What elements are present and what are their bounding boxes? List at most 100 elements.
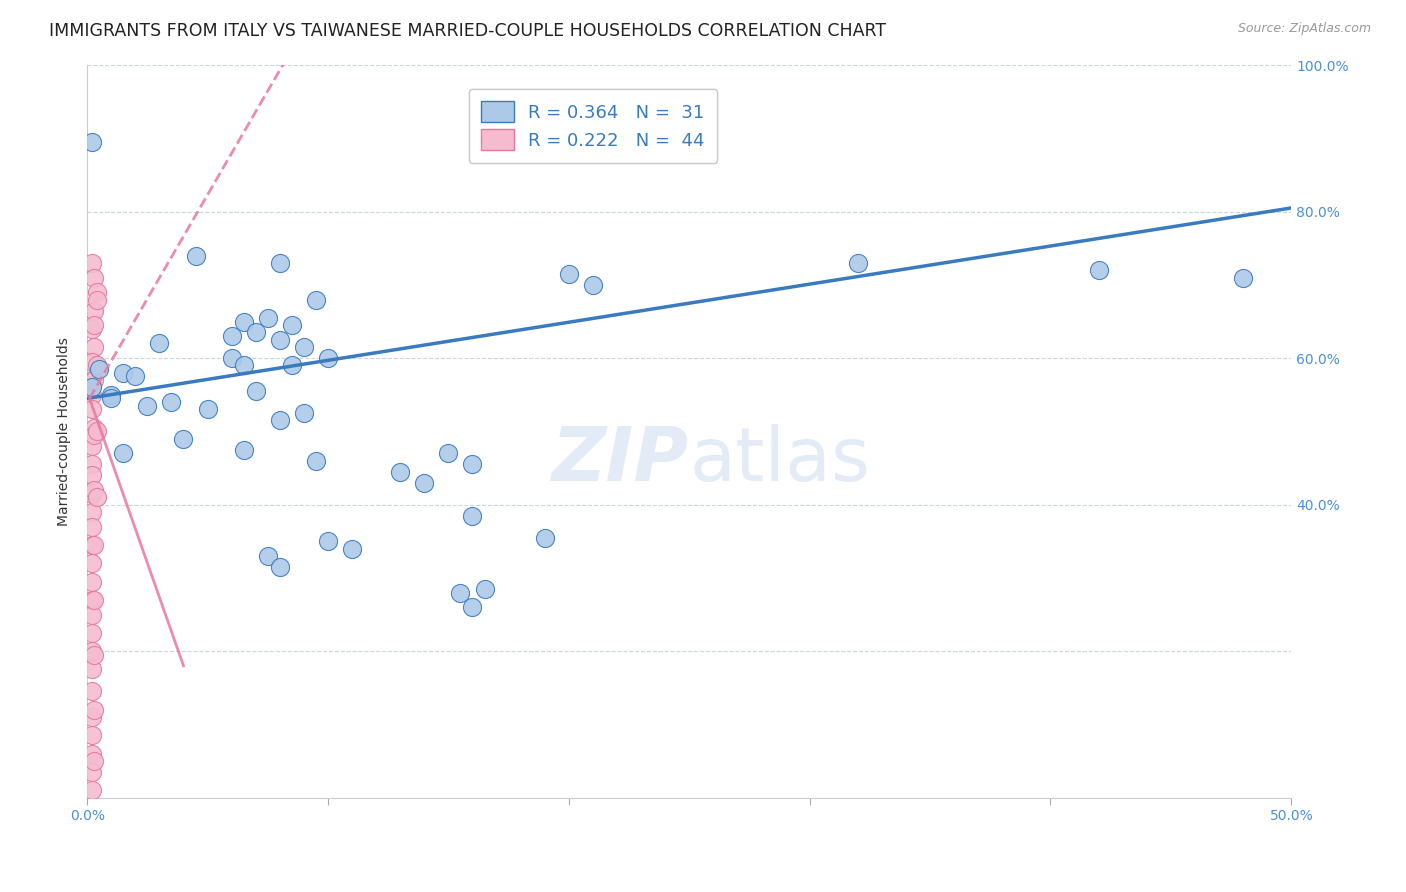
Point xyxy=(80,468,103,483)
Point xyxy=(245,384,267,398)
Point xyxy=(184,249,207,263)
Point xyxy=(124,369,146,384)
Point xyxy=(281,318,304,333)
Point xyxy=(80,388,103,402)
Point xyxy=(197,402,219,417)
Point xyxy=(80,625,103,640)
Point xyxy=(256,549,278,563)
Point xyxy=(305,453,328,467)
Point xyxy=(89,362,111,376)
Point xyxy=(269,560,291,574)
Point xyxy=(80,380,103,394)
Point xyxy=(80,373,103,387)
Point xyxy=(86,293,108,307)
Point xyxy=(83,538,105,552)
Point xyxy=(80,593,103,607)
Point xyxy=(292,340,315,354)
Point xyxy=(80,710,103,724)
Point xyxy=(1087,263,1109,277)
Legend: R = 0.364   N =  31, R = 0.222   N =  44: R = 0.364 N = 31, R = 0.222 N = 44 xyxy=(468,89,717,163)
Point xyxy=(83,373,105,387)
Point xyxy=(80,538,103,552)
Point xyxy=(305,293,328,307)
Point xyxy=(80,322,103,336)
Point xyxy=(86,491,108,505)
Point xyxy=(1232,270,1254,285)
Point xyxy=(80,765,103,780)
Point xyxy=(80,439,103,453)
Point xyxy=(100,388,122,402)
Point xyxy=(269,333,291,347)
Point xyxy=(112,446,135,460)
Point xyxy=(269,413,291,427)
Point xyxy=(232,442,254,457)
Point xyxy=(173,432,195,446)
Point xyxy=(269,256,291,270)
Text: Source: ZipAtlas.com: Source: ZipAtlas.com xyxy=(1237,22,1371,36)
Point xyxy=(340,541,363,556)
Point xyxy=(437,446,460,460)
Point xyxy=(281,359,304,373)
Point xyxy=(80,505,103,519)
Point xyxy=(558,267,581,281)
Point xyxy=(136,399,159,413)
Point xyxy=(846,256,869,270)
Point xyxy=(80,486,103,500)
Point xyxy=(100,392,122,406)
Point xyxy=(316,351,339,365)
Point xyxy=(83,754,105,768)
Point xyxy=(232,359,254,373)
Point xyxy=(80,783,103,797)
Point xyxy=(148,336,170,351)
Point xyxy=(474,582,496,596)
Point xyxy=(80,663,103,677)
Point xyxy=(80,135,103,149)
Point xyxy=(80,256,103,270)
Point xyxy=(461,458,484,472)
Point xyxy=(83,703,105,717)
Point xyxy=(83,483,105,497)
Point xyxy=(232,314,254,328)
Point xyxy=(83,593,105,607)
Point xyxy=(461,600,484,615)
Point xyxy=(533,531,555,545)
Point xyxy=(80,402,103,417)
Point xyxy=(80,574,103,589)
Point xyxy=(316,534,339,549)
Point xyxy=(86,425,108,439)
Point xyxy=(80,607,103,622)
Point xyxy=(80,458,103,472)
Point xyxy=(80,644,103,658)
Point xyxy=(83,648,105,662)
Point xyxy=(83,421,105,435)
Point xyxy=(292,406,315,420)
Point xyxy=(160,395,183,409)
Point xyxy=(80,519,103,533)
Point xyxy=(112,366,135,380)
Text: ZIP: ZIP xyxy=(553,425,689,497)
Y-axis label: Married-couple Households: Married-couple Households xyxy=(58,337,72,525)
Point xyxy=(221,351,243,365)
Point xyxy=(80,556,103,570)
Point xyxy=(80,728,103,742)
Point xyxy=(256,310,278,325)
Point xyxy=(449,585,471,599)
Point xyxy=(83,340,105,354)
Point xyxy=(80,684,103,698)
Point xyxy=(582,277,605,292)
Point xyxy=(389,465,412,479)
Point xyxy=(86,359,108,373)
Point xyxy=(86,285,108,300)
Point xyxy=(83,428,105,442)
Point xyxy=(221,329,243,343)
Point xyxy=(245,326,267,340)
Point xyxy=(413,475,436,490)
Point xyxy=(83,303,105,318)
Point xyxy=(83,318,105,333)
Point xyxy=(83,270,105,285)
Text: atlas: atlas xyxy=(689,425,870,497)
Point xyxy=(80,355,103,369)
Point xyxy=(80,747,103,761)
Text: IMMIGRANTS FROM ITALY VS TAIWANESE MARRIED-COUPLE HOUSEHOLDS CORRELATION CHART: IMMIGRANTS FROM ITALY VS TAIWANESE MARRI… xyxy=(49,22,886,40)
Point xyxy=(461,508,484,523)
